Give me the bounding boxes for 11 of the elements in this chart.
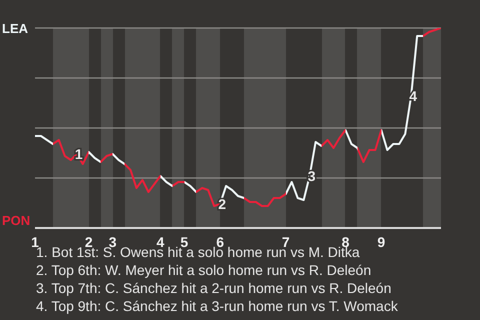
text: 3. Top 7th: C. Sánchez hit a 2-run home run vs R. Deleón (36, 279, 392, 297)
text: 2. Top 6th: W. Meyer hit a solo home run vs R. Deleón (36, 261, 372, 279)
x-tick-label: 9 (377, 234, 386, 250)
annotation: 2 (218, 196, 226, 212)
x-tick-label: 5 (180, 234, 188, 250)
text: 4. Top 9th: C. Sánchez hit a 3-run home run vs T. Womack (36, 297, 398, 315)
text: PON (2, 213, 30, 228)
x-tick-label: 4 (156, 234, 164, 250)
x-tick-label: 6 (216, 234, 224, 250)
x-tick-label: 7 (282, 234, 290, 250)
text: LEA (2, 21, 29, 36)
